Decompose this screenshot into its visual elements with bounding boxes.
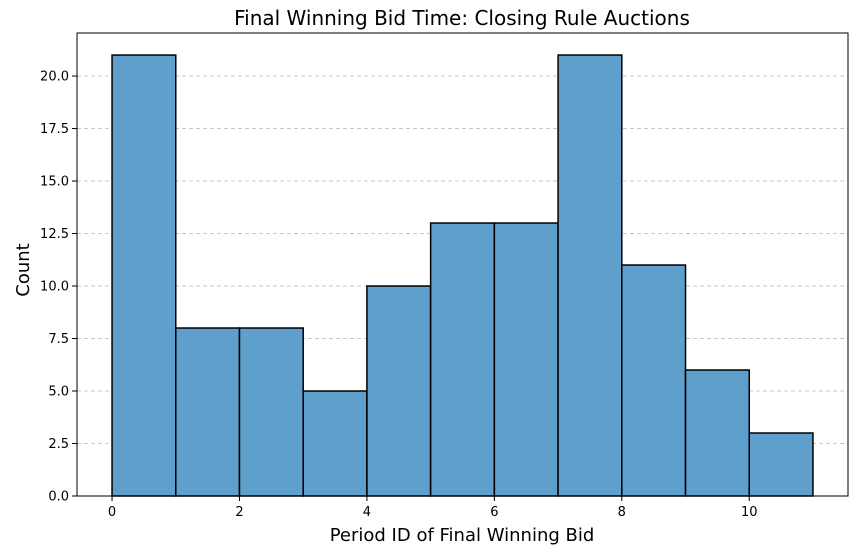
- x-tick-label: 0: [108, 505, 116, 520]
- y-tick-label: 0.0: [48, 490, 69, 505]
- histogram-bar: [366, 285, 432, 497]
- histogram-bar: [429, 222, 496, 497]
- histogram-bar: [175, 327, 241, 497]
- y-tick-label: 5.0: [48, 385, 69, 400]
- y-axis-title: Count: [13, 243, 34, 296]
- y-tick-label: 7.5: [48, 332, 69, 347]
- y-tick-label: 20.0: [40, 70, 69, 85]
- histogram-bars: [111, 54, 814, 497]
- x-tick-label: 2: [235, 505, 243, 520]
- x-tick-label: 8: [618, 505, 626, 520]
- y-tick-label: 10.0: [40, 280, 69, 295]
- histogram-bar: [493, 222, 559, 497]
- x-tick-label: 6: [490, 505, 498, 520]
- x-tick-label: 10: [741, 505, 758, 520]
- y-tick-label: 17.5: [40, 122, 69, 137]
- y-tick-label: 15.0: [40, 175, 69, 190]
- histogram-bar: [557, 54, 623, 497]
- x-axis-title: Period ID of Final Winning Bid: [330, 525, 595, 546]
- histogram-bar: [621, 264, 687, 497]
- x-axis-ticks: 0 2 4 6 8 10: [108, 496, 758, 520]
- y-tick-label: 2.5: [48, 437, 69, 452]
- x-tick-label: 4: [363, 505, 371, 520]
- plot-frame: [76, 32, 849, 497]
- histogram-bar: [302, 390, 368, 497]
- histogram-bar: [111, 54, 177, 497]
- histogram-bar: [684, 369, 750, 497]
- histogram-bar: [748, 432, 814, 497]
- y-axis-ticks: 0.0 2.5 5.0 7.5 10.0 12.5 15.0 17.5 20.0: [40, 70, 77, 505]
- y-tick-label: 12.5: [40, 227, 69, 242]
- chart-title: Final Winning Bid Time: Closing Rule Auc…: [234, 6, 690, 30]
- histogram-bar: [238, 327, 304, 497]
